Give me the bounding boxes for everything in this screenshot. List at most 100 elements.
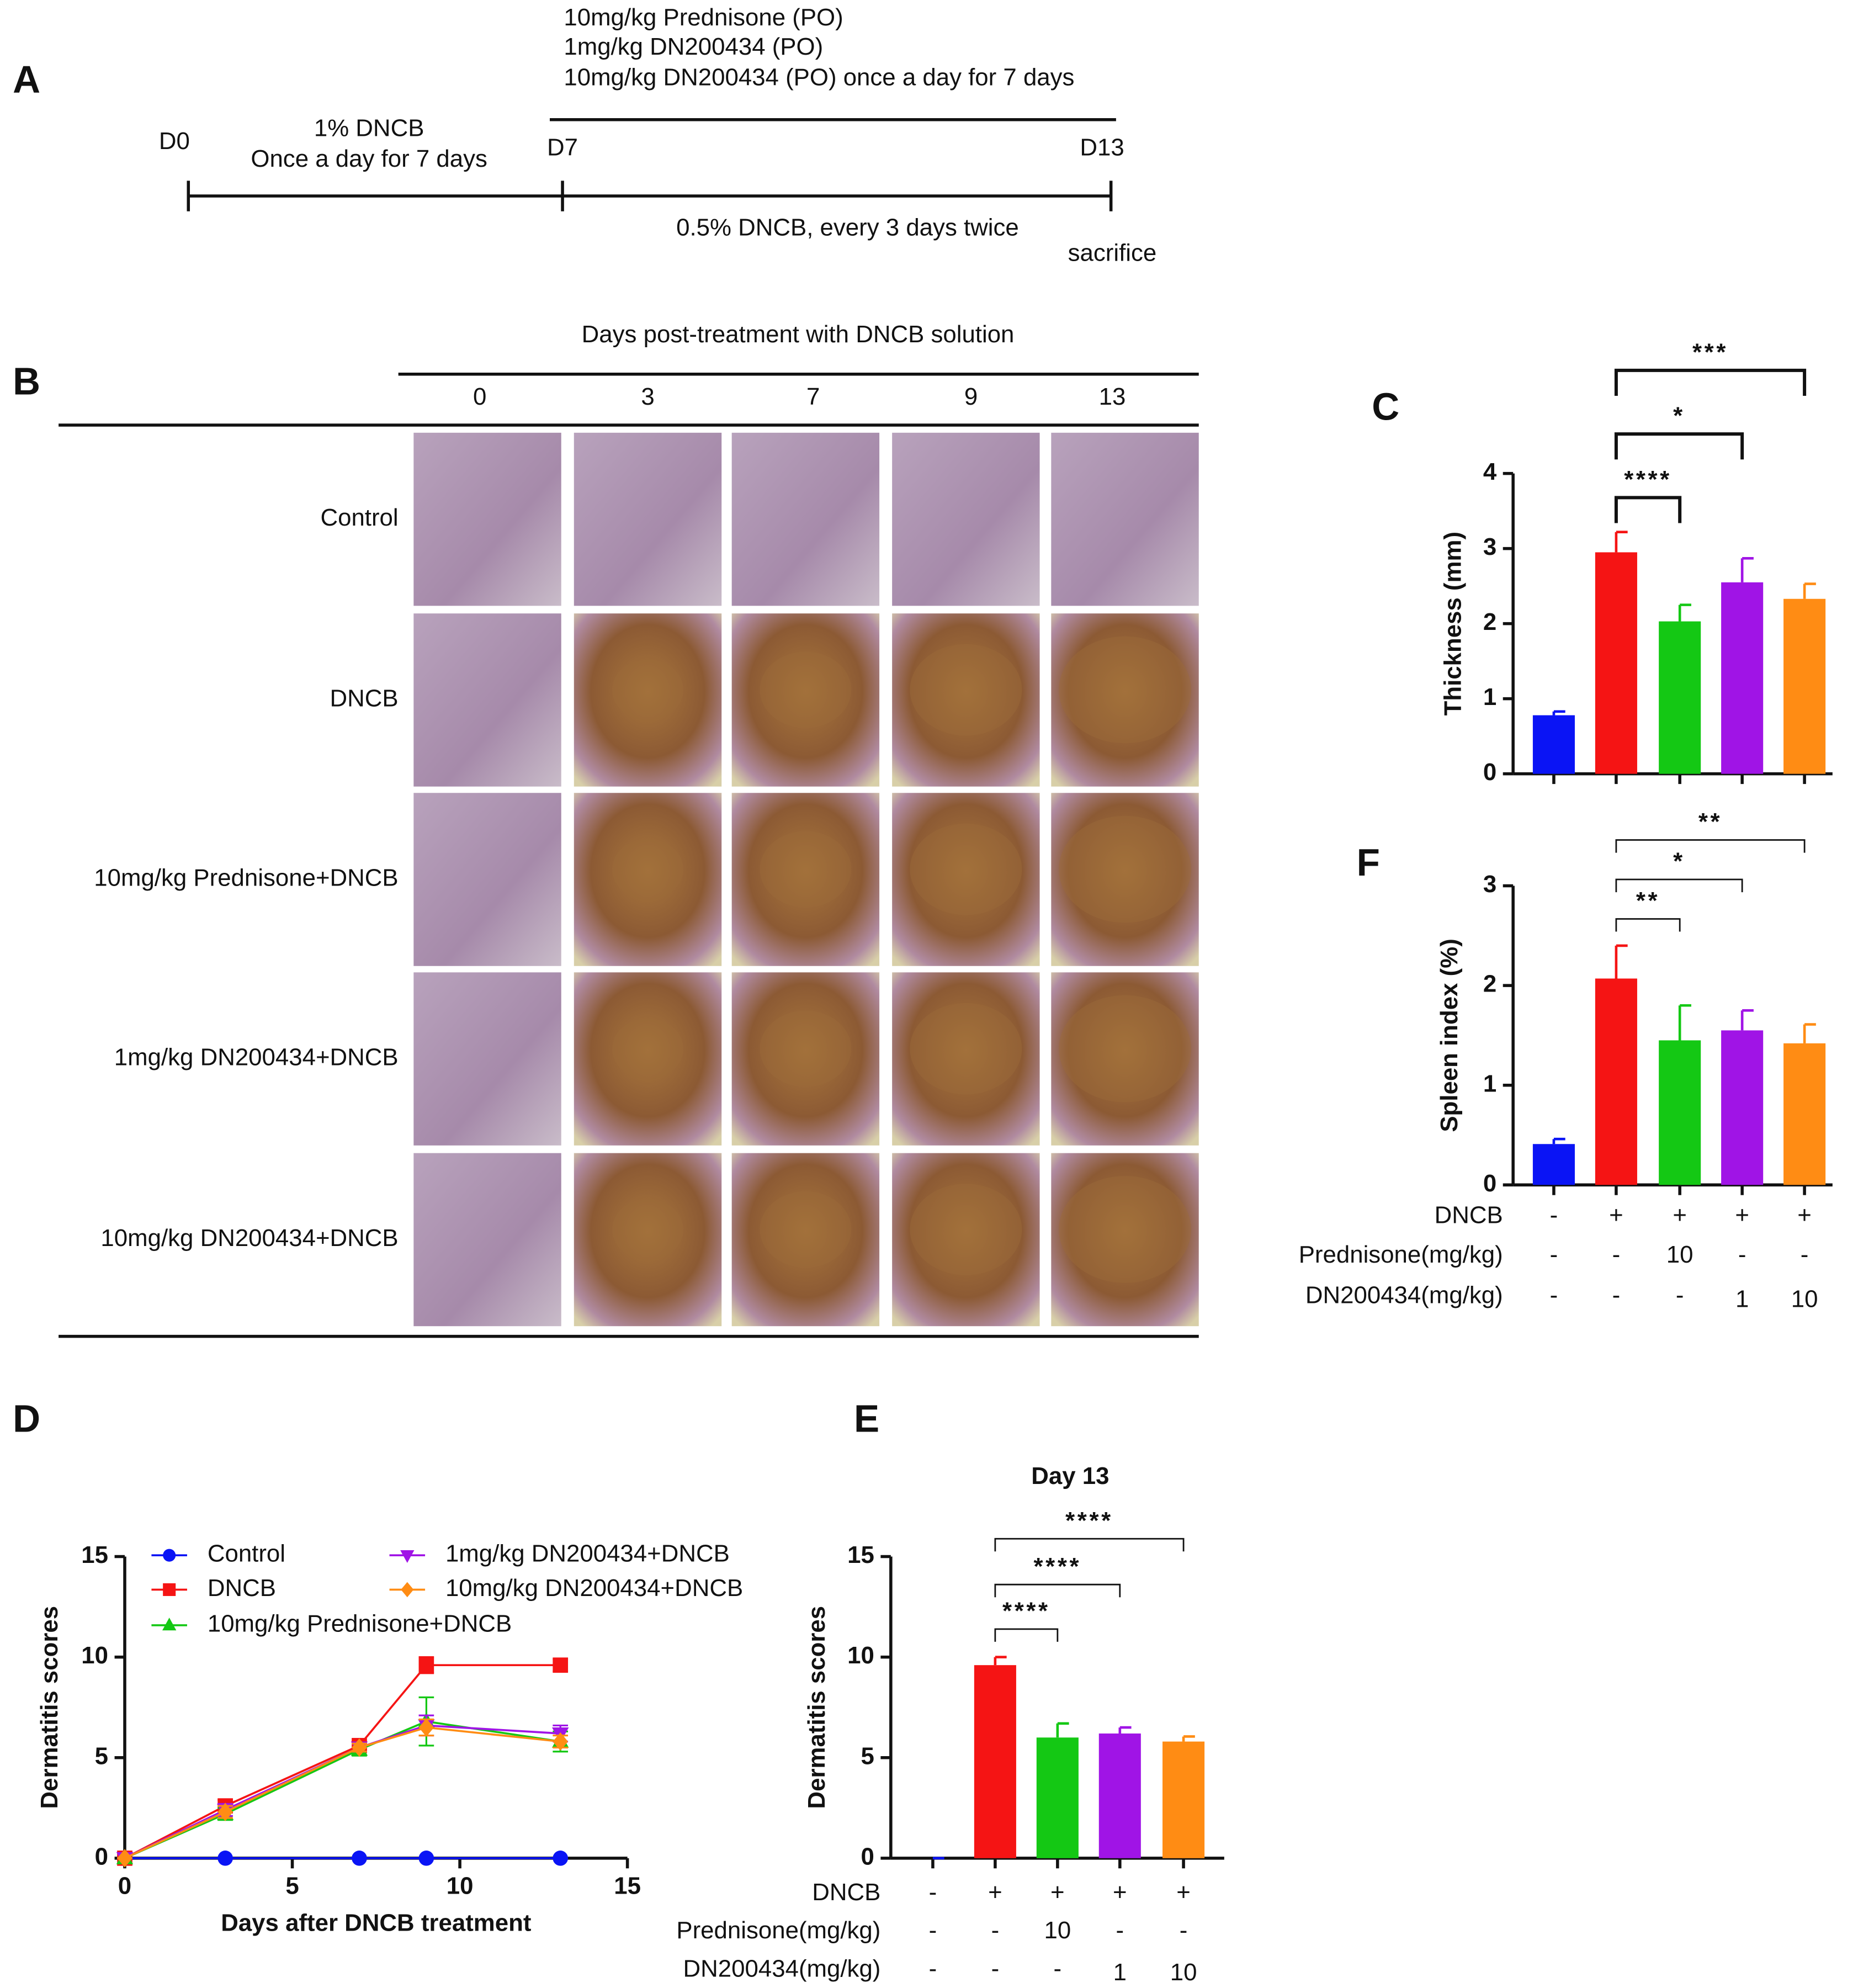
group-cell: - xyxy=(1801,1241,1809,1268)
group-cell: - xyxy=(1054,1955,1062,1982)
marker xyxy=(217,1851,233,1866)
skin-photo xyxy=(892,972,1040,1146)
y-tick-label: 3 xyxy=(1483,533,1496,560)
skin-photo xyxy=(413,793,561,966)
marker xyxy=(553,1851,569,1866)
significance-label: ** xyxy=(1636,887,1660,914)
panel-letter: B xyxy=(13,359,40,402)
bar xyxy=(1783,1043,1826,1185)
significance-bracket xyxy=(1615,878,1743,893)
group-cell: + xyxy=(988,1879,1002,1906)
group-cell: - xyxy=(929,1879,937,1906)
y-tick-label: 15 xyxy=(847,1541,874,1568)
lesion xyxy=(1059,636,1191,744)
end-label: sacrifice xyxy=(1068,240,1157,267)
skin-photo xyxy=(574,972,722,1146)
skin-photo xyxy=(1051,793,1199,966)
skin-photo xyxy=(413,1153,561,1327)
skin-photo xyxy=(413,972,561,1146)
skin-photo xyxy=(731,613,880,787)
y-tick-label: 2 xyxy=(1483,971,1496,998)
panel-letter: C xyxy=(1372,385,1399,428)
skin-photo xyxy=(731,972,880,1146)
y-axis-label: Dermatitis scores xyxy=(803,1606,830,1809)
error-bar xyxy=(1056,1722,1069,1738)
skin-photo xyxy=(574,613,722,787)
lesion xyxy=(760,1191,852,1268)
significance-bracket xyxy=(1614,496,1682,523)
significance-bracket xyxy=(1615,839,1806,853)
group-row-label: Prednisone(mg/kg) xyxy=(676,1917,880,1944)
lesion xyxy=(612,659,684,720)
skin-photo xyxy=(731,1153,880,1327)
bar xyxy=(1721,1030,1764,1185)
lesion xyxy=(910,644,1022,736)
significance-label: ** xyxy=(1698,808,1722,835)
y-tick-label: 4 xyxy=(1483,458,1497,485)
panel-letter: A xyxy=(13,58,40,101)
series-line xyxy=(124,1724,561,1859)
skin-photo xyxy=(413,613,561,787)
bar xyxy=(1036,1737,1079,1858)
y-tick-label: 10 xyxy=(847,1642,874,1669)
group-cell: - xyxy=(1738,1241,1746,1268)
lesion xyxy=(612,839,684,900)
lesion xyxy=(910,1003,1022,1095)
group-cell: - xyxy=(1676,1282,1684,1309)
grid-header: Days post-treatment with DNCB solution xyxy=(582,321,1015,348)
series-line xyxy=(124,1720,561,1859)
group-cell: + xyxy=(1176,1879,1191,1906)
row-label: Control xyxy=(320,504,398,531)
skin-photo xyxy=(574,1153,722,1327)
marker xyxy=(400,1550,415,1563)
error-bar xyxy=(994,1656,1007,1666)
marker xyxy=(163,1583,176,1596)
group-cell: 10 xyxy=(1666,1241,1694,1268)
group-cell: + xyxy=(1113,1879,1127,1906)
group-cell: 1 xyxy=(1735,1286,1749,1313)
phase-label: Once a day for 7 days xyxy=(251,145,487,172)
significance-bracket xyxy=(1615,918,1681,932)
skin-photo xyxy=(413,432,561,606)
significance-bracket xyxy=(1614,432,1744,460)
y-tick-label: 5 xyxy=(95,1742,108,1769)
marker xyxy=(163,1549,176,1562)
error-bar xyxy=(1803,582,1816,599)
significance-bracket xyxy=(994,1538,1185,1552)
timeline-axis xyxy=(187,181,1113,211)
legend-label: Control xyxy=(208,1540,285,1567)
panel-letter: F xyxy=(1357,841,1380,884)
error-bar xyxy=(1118,1726,1132,1734)
x-axis-label: Days after DNCB treatment xyxy=(221,1909,532,1936)
lesion xyxy=(1059,995,1191,1102)
group-cell: 10 xyxy=(1170,1959,1197,1986)
lesion xyxy=(760,831,852,908)
skin-photo xyxy=(892,793,1040,966)
x-tick-label: 15 xyxy=(614,1872,641,1899)
day-label: 9 xyxy=(964,383,978,410)
group-cell: - xyxy=(1180,1917,1188,1944)
y-tick-label: 1 xyxy=(1483,1070,1496,1097)
error-bar xyxy=(1552,1137,1565,1144)
lesion xyxy=(910,1184,1022,1275)
skin-photo xyxy=(892,613,1040,787)
group-cell: + xyxy=(1735,1202,1749,1229)
y-axis-label: Thickness (mm) xyxy=(1440,532,1467,715)
y-tick-label: 0 xyxy=(1483,759,1496,786)
significance-label: *** xyxy=(1692,338,1728,365)
y-tick-label: 10 xyxy=(81,1642,108,1669)
group-cell: - xyxy=(1550,1202,1558,1229)
panel-letter: E xyxy=(854,1397,879,1440)
y-axis-label: Spleen index (%) xyxy=(1436,939,1463,1132)
group-row-label: Prednisone(mg/kg) xyxy=(1299,1241,1503,1268)
group-row-label: DNCB xyxy=(812,1879,880,1906)
significance-label: * xyxy=(1673,848,1685,875)
bar xyxy=(1659,1040,1701,1185)
skin-photo xyxy=(1051,972,1199,1146)
phase-label: 1% DNCB xyxy=(314,115,424,142)
lesion xyxy=(612,1199,684,1260)
group-cell: 10 xyxy=(1791,1286,1818,1313)
group-cell: - xyxy=(1612,1241,1621,1268)
bar xyxy=(1098,1733,1141,1858)
